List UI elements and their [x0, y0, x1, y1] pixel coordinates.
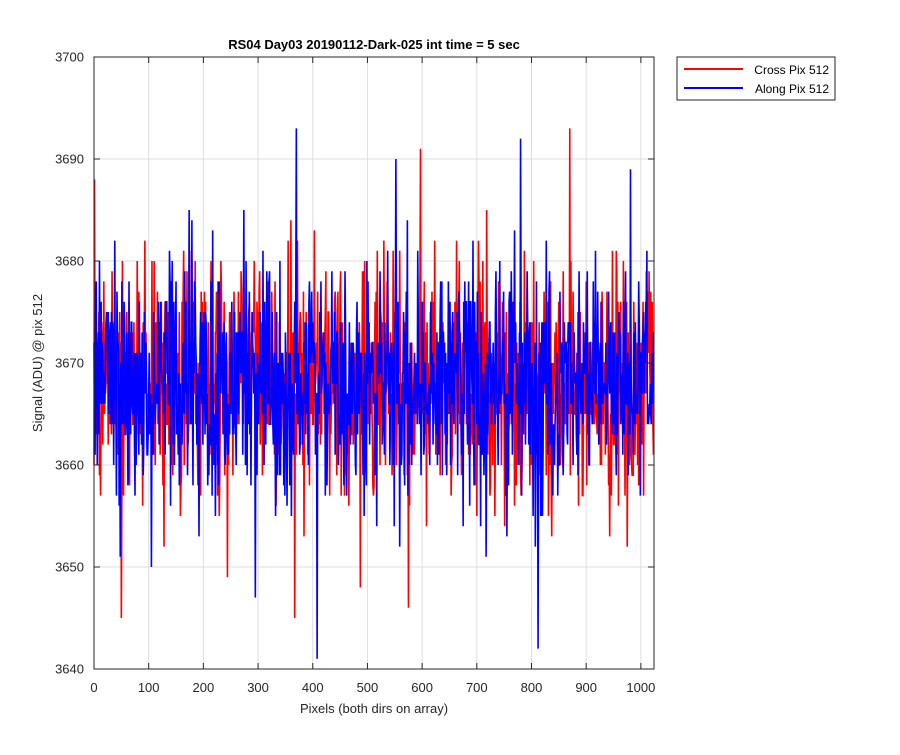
x-tick-label: 200 — [193, 680, 215, 695]
y-tick-label: 3660 — [55, 458, 84, 473]
x-tick-label: 700 — [466, 680, 488, 695]
x-tick-label: 800 — [521, 680, 543, 695]
x-tick-label: 1000 — [626, 680, 655, 695]
series-layer — [93, 128, 655, 659]
x-tick-label: 600 — [411, 680, 433, 695]
x-tick-label: 100 — [138, 680, 160, 695]
legend-label-cross: Cross Pix 512 — [754, 63, 829, 77]
y-tick-label: 3680 — [55, 254, 84, 269]
x-axis-label: Pixels (both dirs on array) — [300, 701, 448, 716]
legend: Cross Pix 512 Along Pix 512 — [676, 56, 836, 101]
x-tick-label: 0 — [90, 680, 97, 695]
y-tick-label: 3690 — [55, 152, 84, 167]
x-tick-label: 300 — [247, 680, 269, 695]
y-axis-label: Signal (ADU) @ pix 512 — [30, 294, 45, 432]
x-tick-label: 400 — [302, 680, 324, 695]
legend-box — [676, 56, 836, 101]
y-tick-label: 3670 — [55, 356, 84, 371]
ticks: 0 100 200 300 400 500 600 700 800 900 1000 3640 3650… — [55, 50, 655, 696]
series-line-along-pix — [93, 128, 655, 659]
y-tick-label: 3650 — [55, 560, 84, 575]
legend-label-along: Along Pix 512 — [755, 82, 829, 96]
x-tick-label: 500 — [357, 680, 379, 695]
x-tick-label: 900 — [575, 680, 597, 695]
chart-title: RS04 Day03 20190112-Dark-025 int time = … — [228, 37, 520, 52]
y-tick-label: 3700 — [55, 50, 84, 65]
y-tick-label: 3640 — [55, 662, 84, 677]
